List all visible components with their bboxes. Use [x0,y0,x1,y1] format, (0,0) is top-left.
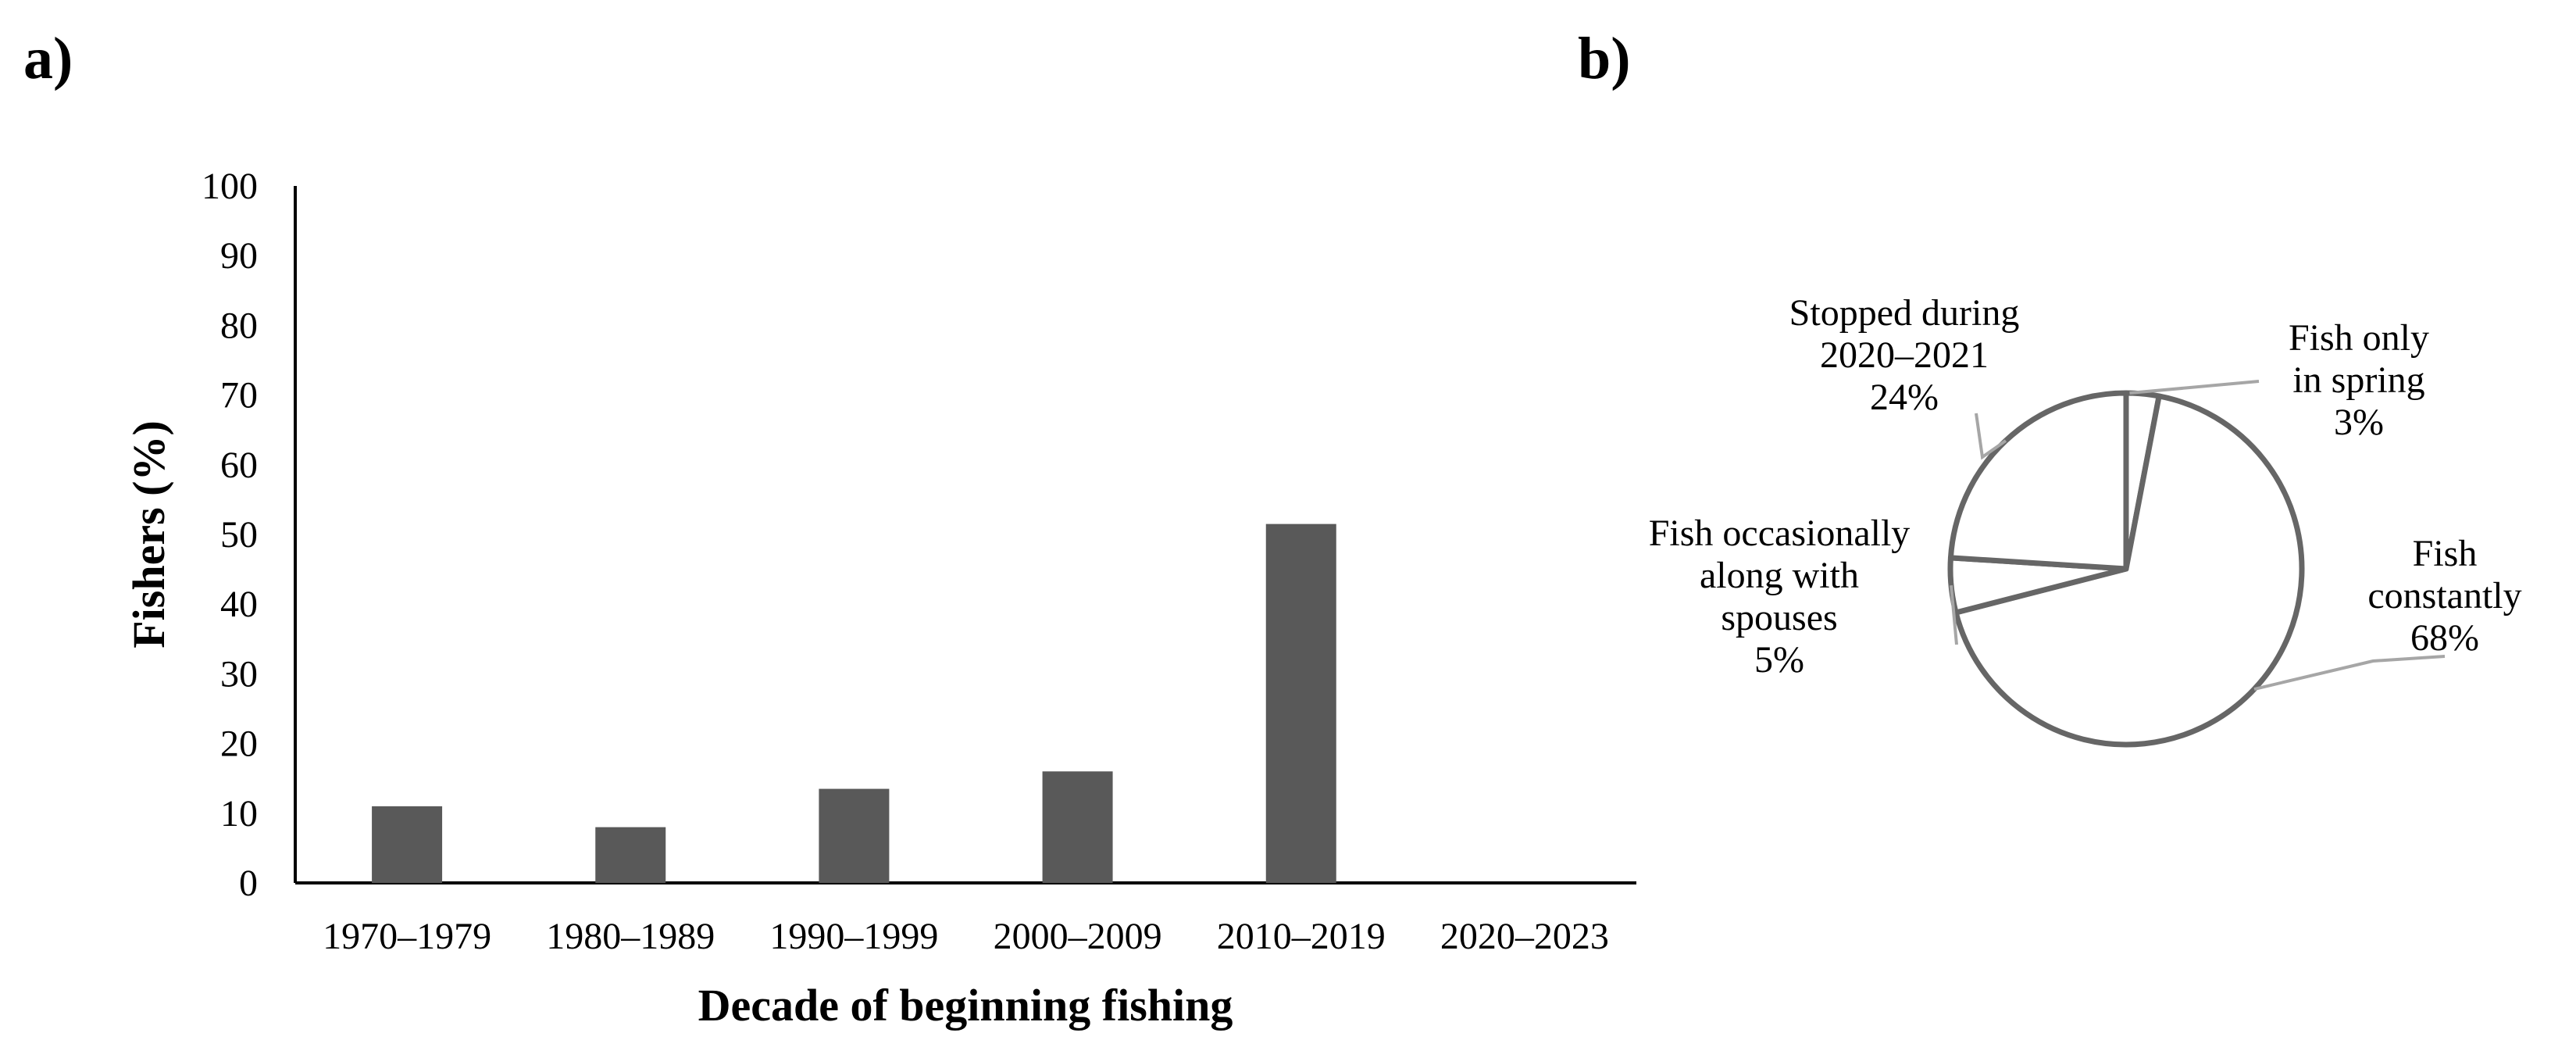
bars [372,524,1336,883]
pie-leader-lines [1950,380,2446,691]
x-tick-labels: 1970–1979 1980–1989 1990–1999 2000–2009 2010… [323,916,1609,957]
pie-slice-label-line: Stopped during [1789,292,2020,334]
pie-slice-label-line: constantly [2367,575,2521,616]
pie-slice-label-line: Fish occasionally [1649,513,1911,554]
x-axis-title: Decade of beginning fishing [698,980,1233,1031]
pie-leader-line [2253,655,2446,691]
bar [1265,524,1336,883]
x-tick-label: 1980–1989 [546,916,715,957]
y-tick-label: 100 [202,166,258,207]
x-tick-label: 2000–2009 [994,916,1162,957]
y-tick-label: 30 [220,653,258,695]
pie-slice-label-line: 68% [2410,617,2479,659]
pie-slice [1953,393,2305,748]
pie-slice-label-line: 3% [2334,402,2384,443]
x-tick-label: 1970–1979 [323,916,491,957]
y-tick-label: 20 [220,724,258,765]
x-tick-label: 2010–2019 [1217,916,1386,957]
panel-b-label: b) [1578,26,1631,91]
bar [1042,771,1113,883]
y-tick-label: 80 [220,305,258,346]
pie-slice-label-line: 5% [1754,639,1804,681]
pie-slice-label-line: spouses [1721,597,1837,638]
pie-slice-label: Stopped during 2020–2021 24% [1789,292,2020,418]
y-tick-label: 70 [220,375,258,416]
pie-slice-label: Fish only in spring 3% [2289,317,2429,443]
y-tick-label: 60 [220,445,258,486]
pie-slice-label-line: Fish [2413,533,2478,574]
y-tick-labels: 0 10 20 30 40 50 60 70 80 90 100 [202,166,258,904]
y-tick-label: 50 [220,514,258,556]
pie-slice-label-line: 24% [1870,377,1939,418]
y-tick-label: 40 [220,584,258,625]
bar-chart: 0 10 20 30 40 50 60 70 80 90 100 1970–1979 1980–198… [123,166,1636,1031]
pie-slice-label: Fish constantly 68% [2367,533,2521,659]
pie-slices [1947,390,2305,748]
pie-slice-label: Fish occasionally along with spouses 5% [1649,513,1911,681]
y-tick-label: 0 [239,863,258,904]
pie-slice-label-line: 2020–2021 [1820,334,1989,376]
pie-slice-label-line: Fish only [2289,317,2429,359]
y-tick-label: 90 [220,235,258,277]
pie-leader-line [1975,413,2007,460]
pie-leader-line [1950,584,1958,645]
bar [372,806,443,883]
y-tick-label: 10 [220,793,258,834]
pie-chart: Fish only in spring 3%Fish constantly 68%Fis… [1649,292,2522,748]
pie-leader-line [2129,380,2260,395]
pie-labels: Fish only in spring 3%Fish constantly 68%Fis… [1649,292,2522,681]
y-axis-title: Fishers (%) [123,420,174,649]
x-tick-label: 1990–1999 [769,916,938,957]
bar [595,827,666,883]
x-tick-label: 2020–2023 [1440,916,1609,957]
bar [819,788,890,883]
pie-slice-label-line: in spring [2292,359,2424,401]
panel-a-label: a) [23,26,73,91]
pie-slice-label-line: along with [1700,555,1859,596]
